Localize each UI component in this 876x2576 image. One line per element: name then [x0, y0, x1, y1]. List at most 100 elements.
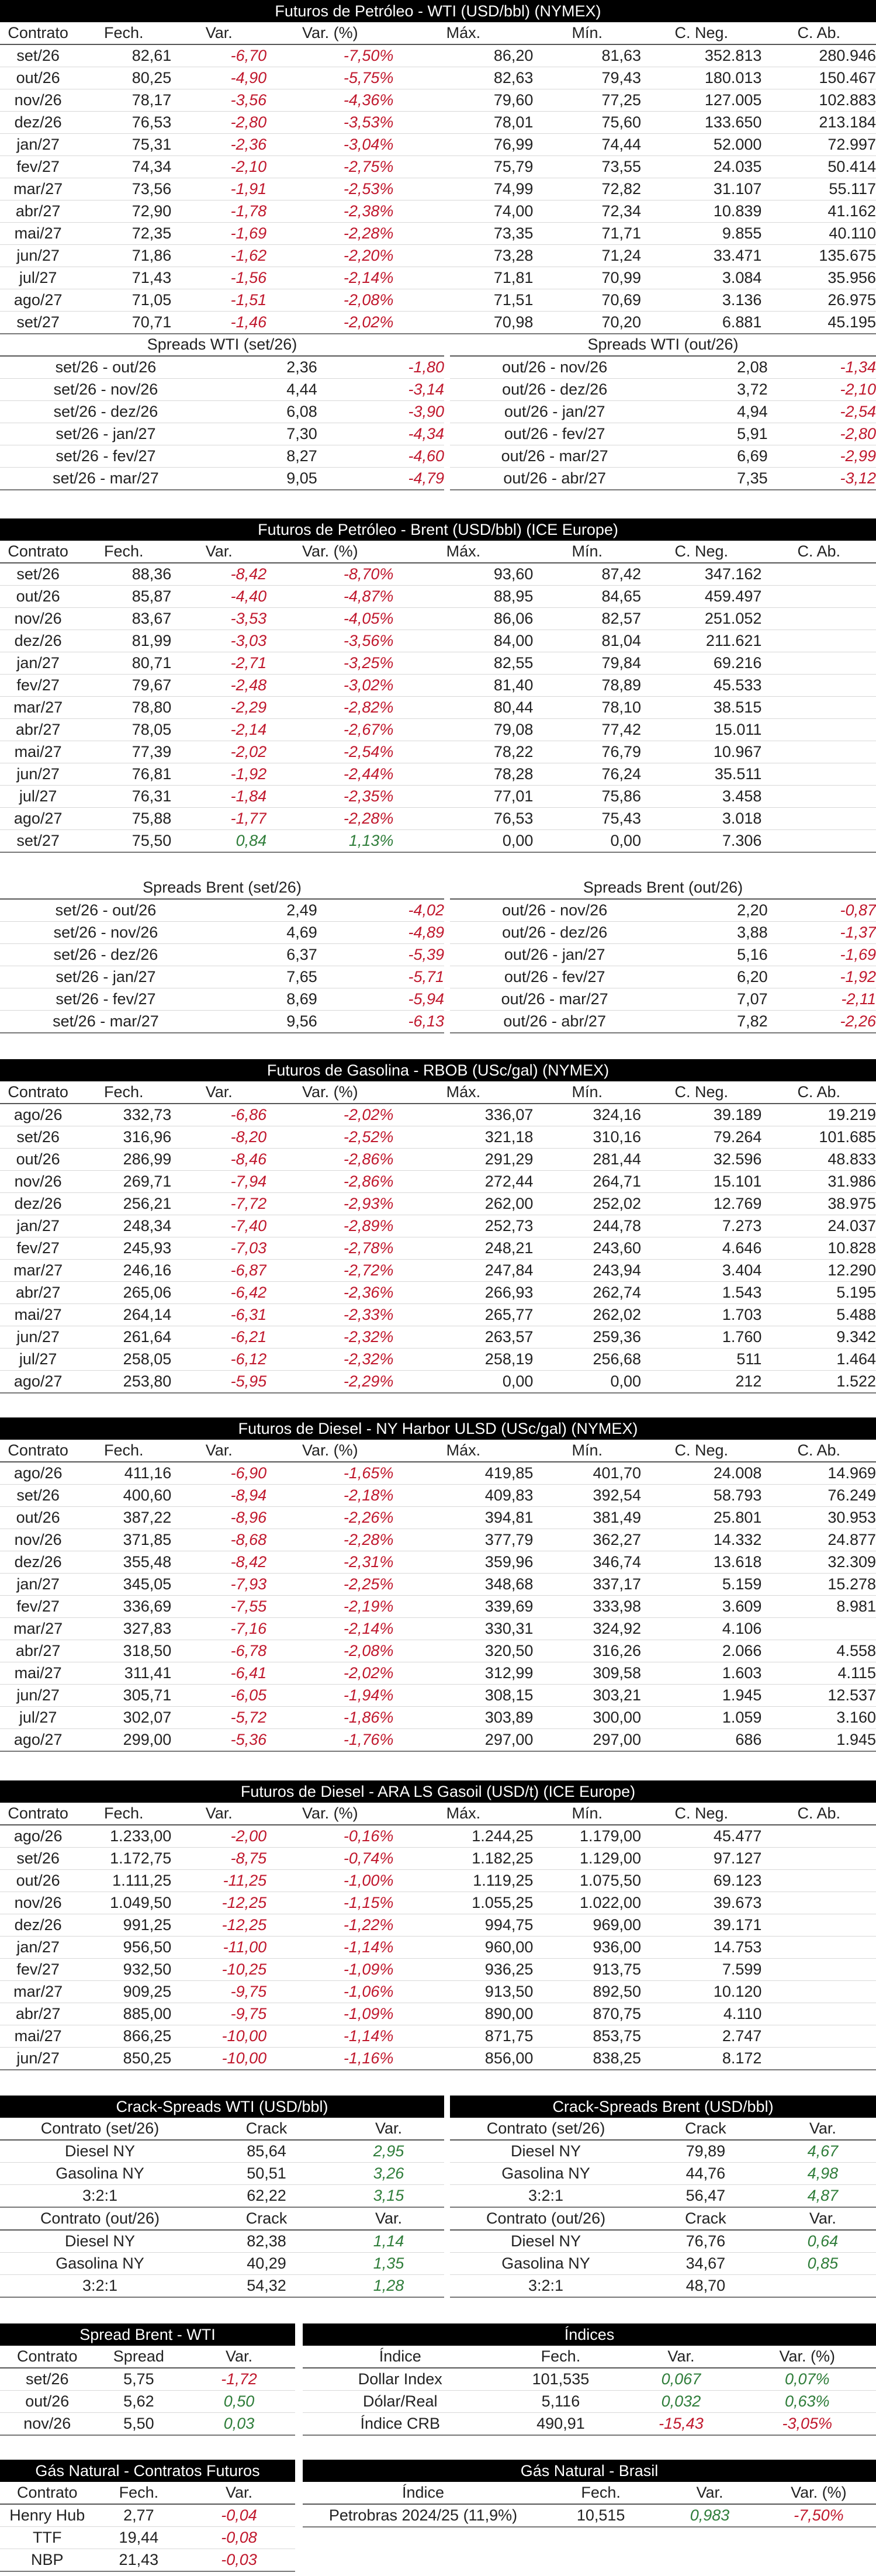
table-cell: 83,67: [76, 607, 172, 630]
column-header: Mín.: [533, 1440, 642, 1462]
table-cell: 1,28: [333, 2274, 444, 2298]
column-header: Var.: [171, 1081, 267, 1104]
table-cell: 336,07: [393, 1104, 534, 1126]
table-row: mar/27 909,25 -9,75 -1,06% 913,50 892,50 10.12…: [0, 1980, 876, 2003]
table-cell: 5.195: [761, 1281, 876, 1304]
table-cell: 74,00: [393, 200, 534, 223]
table-cell: 0,067: [624, 2368, 739, 2391]
table-cell: -2,82%: [266, 696, 394, 719]
table-cell: -3,14: [317, 378, 444, 401]
table-cell: jan/27: [0, 1573, 77, 1596]
table-cell: 9.342: [761, 1326, 876, 1348]
table-cell: 80,44: [393, 696, 534, 719]
table-cell: jan/27: [0, 1215, 77, 1237]
table-cell: 913,50: [393, 1980, 534, 2003]
table-cell: 245,93: [76, 1237, 172, 1260]
table-cell: 15.101: [641, 1170, 762, 1193]
table-cell: 0,50: [183, 2390, 295, 2413]
table-cell: -2,44%: [266, 763, 394, 786]
column-header: Máx.: [393, 1081, 534, 1104]
table-row: abr/27 885,00 -9,75 -1,09% 890,00 870,75 4.110: [0, 2003, 876, 2025]
column-header: Mín.: [533, 22, 642, 45]
table-cell: 24.035: [641, 155, 762, 178]
table-cell: 3.084: [641, 267, 762, 289]
table-row: ago/27 75,88 -1,77 -2,28% 76,53 75,43 3.018: [0, 807, 876, 830]
table-cell: 80,25: [76, 67, 172, 89]
table-cell: [761, 741, 876, 763]
table-row: ago/26 1.233,00 -2,00 -0,16% 1.244,25 1.179,0…: [0, 1825, 876, 1848]
table-cell: -5,72: [171, 1706, 267, 1729]
table-cell: 258,19: [393, 1348, 534, 1371]
table-cell: Diesel NY: [0, 2140, 200, 2163]
brent-table: Contrato Fech. Var. Var. (%) Máx. Mín. C. Neg.…: [0, 541, 876, 853]
table-cell: -1,56: [171, 267, 267, 289]
table-cell: [761, 718, 876, 741]
table-cell: -6,70: [171, 44, 267, 67]
table-cell: -2,02%: [266, 1662, 394, 1685]
table-cell: [761, 763, 876, 786]
table-cell: -2,26: [767, 1010, 876, 1033]
table-cell: set/26 - out/26: [0, 900, 212, 922]
table-cell: -7,55: [171, 1595, 267, 1618]
table-cell: 1.111,25: [76, 1869, 172, 1892]
table-cell: -2,54: [767, 400, 876, 423]
table-cell: 62,22: [200, 2184, 333, 2208]
table-row: Henry Hub 2,77 -0,04: [0, 2504, 295, 2527]
table-cell: 211.621: [641, 630, 762, 652]
table-cell: 5.159: [641, 1573, 762, 1596]
table-cell: -2,10: [767, 378, 876, 401]
table-cell: -6,42: [171, 1281, 267, 1304]
table-cell: NBP: [0, 2549, 95, 2572]
table-cell: 77,25: [533, 89, 642, 112]
table-cell: 411,16: [76, 1462, 172, 1485]
table-cell: -1,00%: [266, 1869, 394, 1892]
table-cell: Diesel NY: [450, 2140, 642, 2163]
column-header: Fech.: [543, 2482, 659, 2505]
table-cell: dez/26: [0, 1192, 77, 1215]
table-cell: -1,92: [171, 763, 267, 786]
table-cell: -3,56: [171, 89, 267, 112]
header-row: Contrato Fech. Var. Var. (%) Máx. Mín. C. Neg.…: [0, 1081, 876, 1104]
header-row: Contrato (out/26) Crack Var.: [450, 2207, 876, 2231]
table-cell: -2,31%: [266, 1551, 394, 1574]
table-cell: 7,65: [211, 966, 317, 988]
table-row: ago/27 253,80 -5,95 -2,29% 0,00 0,00 212 1.522: [0, 1370, 876, 1394]
column-header: Contrato: [0, 1803, 77, 1825]
table-row: out/26 85,87 -4,40 -4,87% 88,95 84,65 459.497: [0, 585, 876, 608]
table-cell: 21,43: [94, 2549, 183, 2572]
table-cell: -6,13: [317, 1010, 444, 1033]
table-cell: 25.801: [641, 1506, 762, 1529]
wti-title: Futuros de Petróleo - WTI (USD/bbl) (NYM…: [0, 0, 876, 22]
table-cell: 19,44: [94, 2526, 183, 2549]
table-cell: [761, 829, 876, 853]
table-cell: -5,36: [171, 1728, 267, 1752]
table-row: jan/27 80,71 -2,71 -3,25% 82,55 79,84 69.216: [0, 652, 876, 675]
table-cell: 81,40: [393, 674, 534, 697]
table-cell: out/26: [0, 1869, 77, 1892]
table-cell: 70,99: [533, 267, 642, 289]
table-cell: [761, 785, 876, 808]
table-row: abr/27 72,90 -1,78 -2,38% 74,00 72,34 10.839 41…: [0, 200, 876, 223]
table-cell: 39.189: [641, 1104, 762, 1126]
column-header: Fech.: [497, 2346, 624, 2368]
table-cell: -2,71: [171, 652, 267, 675]
table-cell: 32.596: [641, 1148, 762, 1171]
table-row: Dollar Index 101,535 0,067 0,07%: [303, 2368, 876, 2391]
table-cell: 7,07: [659, 988, 768, 1011]
table-cell: 24.877: [761, 1529, 876, 1551]
table-cell: out/26 - nov/26: [450, 900, 660, 922]
table-cell: 1.049,50: [76, 1892, 172, 1914]
table-cell: -2,28%: [266, 807, 394, 830]
table-cell: -12,25: [171, 1914, 267, 1937]
table-row: jan/27 248,34 -7,40 -2,89% 252,73 244,78 7.273…: [0, 1215, 876, 1237]
table-cell: 2,77: [94, 2504, 183, 2527]
table-cell: 75,43: [533, 807, 642, 830]
table-cell: 13.618: [641, 1551, 762, 1574]
table-row: set/26 - nov/26 4,44 -3,14: [0, 378, 444, 401]
table-row: dez/26 991,25 -12,25 -1,22% 994,75 969,00 39.1…: [0, 1914, 876, 1937]
table-cell: -2,29%: [266, 1370, 394, 1394]
table-cell: 5,116: [497, 2390, 624, 2413]
table-cell: 327,83: [76, 1617, 172, 1640]
column-header: C. Neg.: [641, 22, 762, 45]
table-cell: abr/27: [0, 200, 77, 223]
